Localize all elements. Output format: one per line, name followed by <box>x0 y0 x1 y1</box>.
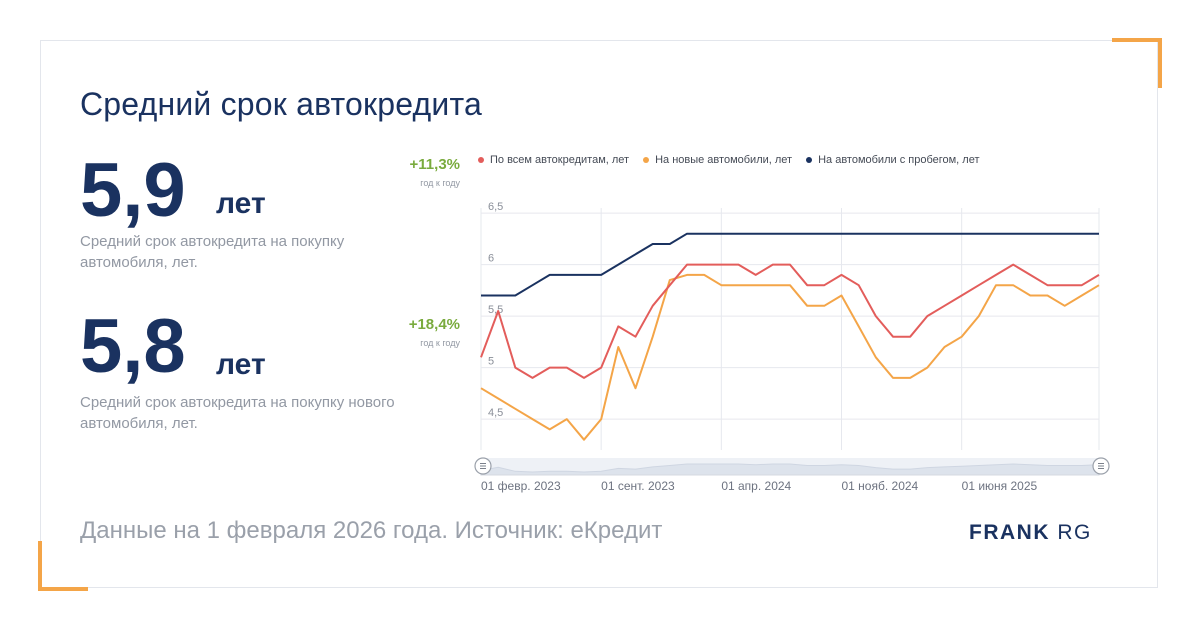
corner-accent <box>1158 38 1162 88</box>
brand-logo: FRANK RG <box>969 521 1092 545</box>
legend-item-new[interactable]: На новые автомобили, лет <box>643 154 792 166</box>
source-note: Данные на 1 февраля 2026 года. Источник:… <box>80 517 663 544</box>
page-title: Средний срок автокредита <box>80 86 482 122</box>
legend-item-all[interactable]: По всем автокредитам, лет <box>478 154 629 166</box>
stat-value-new: 5,8 <box>80 304 186 389</box>
stat-delta-label-all: год к году <box>420 178 460 188</box>
legend-label: На автомобили с пробегом, лет <box>818 154 980 166</box>
stat-unit-all: лет <box>216 187 266 220</box>
legend-label: На новые автомобили, лет <box>655 154 793 166</box>
stat-delta-new: +18,4% <box>408 316 460 333</box>
brand-suffix: RG <box>1057 521 1092 544</box>
legend-item-used[interactable]: На автомобили с пробегом, лет <box>806 154 980 166</box>
legend-dot-icon <box>478 157 484 163</box>
stat-description-all: Средний срок автокредита на покупку авто… <box>80 233 345 271</box>
legend-dot-icon <box>806 157 813 163</box>
corner-accent <box>1112 38 1162 42</box>
stat-delta-all: +11,3% <box>409 156 460 173</box>
stat-description-new: Средний срок автокредита на покупку ново… <box>80 394 395 432</box>
card-frame <box>40 40 1158 588</box>
stat-value-all: 5,9 <box>80 148 186 233</box>
stat-unit-new: лет <box>216 348 266 381</box>
stat-delta-label-new: год к году <box>420 338 460 348</box>
chart-legend: По всем автокредитам, лет На новые автом… <box>478 154 980 166</box>
corner-accent <box>38 587 88 591</box>
legend-label: По всем автокредитам, лет <box>490 154 630 166</box>
brand-name: FRANK <box>969 521 1050 544</box>
legend-dot-icon <box>643 157 650 163</box>
corner-accent <box>38 541 42 591</box>
